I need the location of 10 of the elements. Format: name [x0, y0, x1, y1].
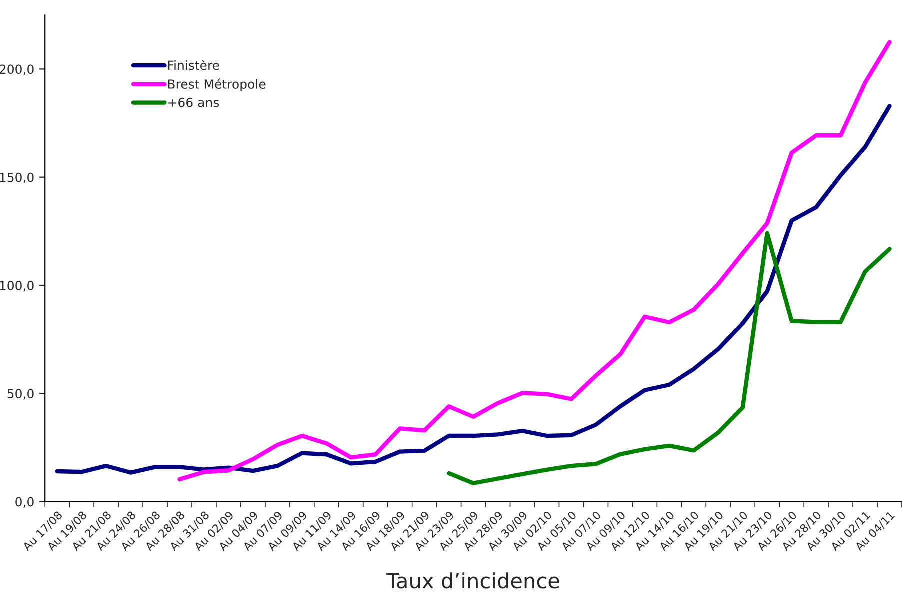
y-tick-label: 0,0 [16, 497, 34, 508]
legend-label: Finistère [168, 60, 220, 70]
y-tick-label: 50,0 [8, 389, 34, 400]
y-tick-label: 200,0 [0, 64, 34, 76]
legend-label: +66 ans [168, 98, 220, 108]
line-series [446, 231, 892, 486]
x-axis-title: Taux d’incidence [386, 572, 560, 589]
legend-label: Brest Métropole [168, 78, 266, 92]
y-tick-label: 100,0 [0, 280, 34, 292]
y-tick-label: 150,0 [0, 172, 34, 184]
